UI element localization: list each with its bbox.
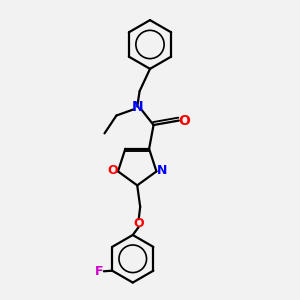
Text: N: N — [157, 164, 167, 177]
Text: F: F — [94, 265, 103, 278]
Text: N: N — [131, 100, 143, 114]
Text: O: O — [178, 114, 190, 128]
Text: O: O — [134, 217, 144, 230]
Text: O: O — [107, 164, 118, 177]
